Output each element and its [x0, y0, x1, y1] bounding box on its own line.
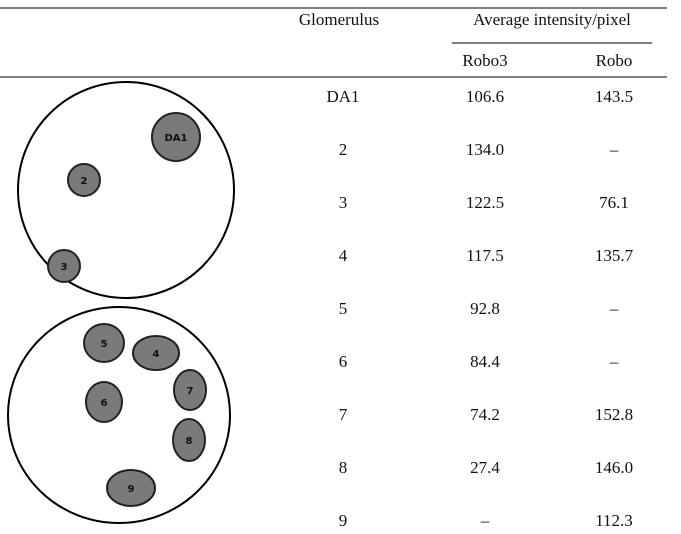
table-cell: 143.5: [595, 87, 633, 106]
table-cell: 84.4: [470, 352, 500, 371]
glomerulus-label: 7: [187, 386, 194, 397]
glomerulus-label: 6: [101, 398, 108, 409]
table-cell: 152.8: [595, 405, 633, 424]
table-cell: 112.3: [595, 511, 633, 529]
glomerulus-label: 8: [186, 436, 193, 447]
table-cell: 122.5: [466, 193, 504, 212]
table-cell: 74.2: [470, 405, 500, 424]
table-cell: –: [609, 140, 619, 159]
header-group: Average intensity/pixel: [473, 10, 631, 29]
table-cell: 4: [339, 246, 348, 265]
glomerulus-label: DA1: [165, 133, 188, 144]
table-cell: 92.8: [470, 299, 500, 318]
header-col: Robo3: [462, 51, 507, 70]
table-cell: 134.0: [466, 140, 504, 159]
table-cell: 2: [339, 140, 348, 159]
table-cell: –: [480, 511, 490, 529]
table-cell: 76.1: [599, 193, 629, 212]
table-cell: DA1: [326, 87, 359, 106]
table-cell: 117.5: [466, 246, 504, 265]
glomerulus-label: 5: [101, 339, 108, 350]
table-cell: 5: [339, 299, 348, 318]
table-cell: 8: [339, 458, 348, 477]
table-cell: –: [609, 299, 619, 318]
table-cell: 3: [339, 193, 348, 212]
header-col: Robo: [596, 51, 633, 70]
table-cell: 106.6: [466, 87, 504, 106]
glomerulus-label: 2: [81, 176, 88, 187]
table-cell: 27.4: [470, 458, 500, 477]
table-cell: 135.7: [595, 246, 634, 265]
table-cell: 6: [339, 352, 348, 371]
table-cell: –: [609, 352, 619, 371]
glomerulus-label: 9: [128, 484, 135, 495]
table-cell: 146.0: [595, 458, 633, 477]
header-glomerulus: Glomerulus: [299, 10, 379, 29]
table-figure: Glomerulus Average intensity/pixel Robo3…: [0, 0, 681, 529]
glomerulus-label: 3: [61, 262, 68, 273]
table-cell: 7: [339, 405, 348, 424]
page: Glomerulus Average intensity/pixel Robo3…: [0, 0, 681, 534]
table-cell: 9: [339, 511, 348, 529]
glomerulus-label: 4: [153, 349, 160, 360]
